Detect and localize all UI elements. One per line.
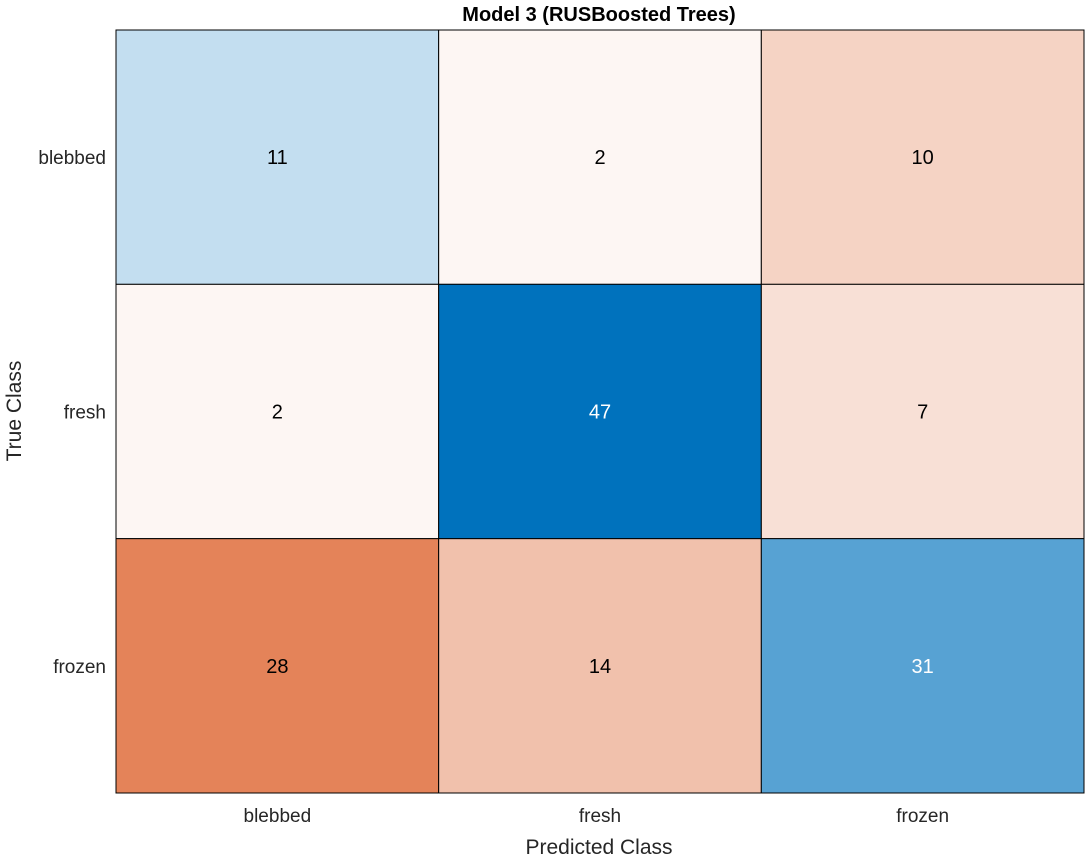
x-tick-labels: blebbed fresh frozen: [244, 806, 950, 827]
cell-value-label: 10: [912, 147, 934, 169]
heatmap-cells: 11 2 10 2 47 7 28 14 31: [115, 29, 1085, 794]
heatmap-cell-blebbed-fresh: [438, 29, 762, 285]
y-tick-labels: blebbed fresh frozen: [38, 148, 106, 678]
heatmap-cell-fresh-frozen: [760, 283, 1085, 540]
heatmap-cell-frozen-frozen: [760, 538, 1085, 794]
x-tick-label-fresh: fresh: [579, 806, 621, 827]
heatmap-cell-fresh-blebbed: [115, 283, 440, 540]
heatmap-cell-fresh-fresh: [438, 283, 762, 540]
cell-value-label: 2: [272, 402, 283, 424]
heatmap-cell-frozen-blebbed: [115, 538, 440, 794]
chart-title: Model 3 (RUSBoosted Trees): [462, 4, 735, 26]
y-tick-label-blebbed: blebbed: [38, 148, 106, 169]
cell-value-label: 47: [589, 402, 611, 424]
cell-value-label: 11: [267, 147, 288, 169]
x-tick-label-frozen: frozen: [896, 806, 949, 827]
cell-value-label: 2: [594, 147, 605, 169]
heatmap-cell-blebbed-frozen: [760, 29, 1085, 285]
heatmap-cell-frozen-fresh: [438, 538, 762, 794]
y-axis-label: True Class: [3, 361, 26, 462]
cell-value-label: 28: [266, 656, 288, 678]
y-tick-label-frozen: frozen: [53, 657, 106, 678]
cell-value-label: 7: [917, 402, 928, 424]
x-axis-label: Predicted Class: [525, 836, 672, 858]
cell-value-label: 31: [912, 656, 934, 678]
cell-value-label: 14: [589, 656, 611, 678]
y-tick-label-fresh: fresh: [64, 403, 106, 424]
x-tick-label-blebbed: blebbed: [244, 806, 312, 827]
heatmap-cell-blebbed-blebbed: [115, 29, 440, 285]
